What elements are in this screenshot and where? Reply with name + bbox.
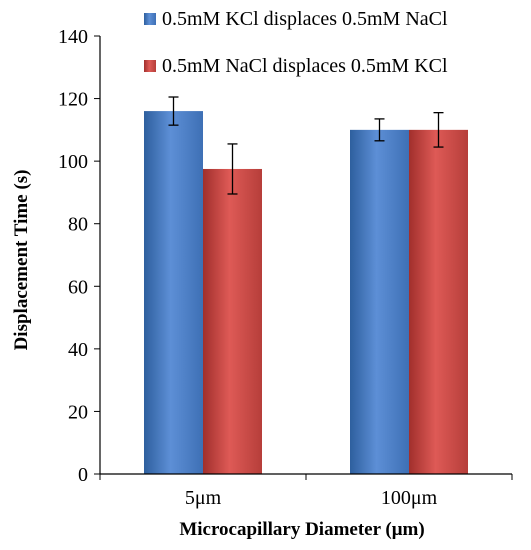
y-tick-label: 60 [68,276,88,298]
y-tick-label: 0 [78,464,88,486]
ticks-layer: 5μm 100μm 0 20 40 60 80 100 120 140 [58,26,438,509]
x-tick-label: 100μm [381,487,438,509]
y-tick-label: 80 [68,214,88,236]
legend: 0.5mM KCl displaces 0.5mM NaCl 0.5mM NaC… [144,8,448,77]
y-tick-label: 40 [68,339,88,361]
legend-label: 0.5mM NaCl displaces 0.5mM KCl [162,55,448,77]
legend-item: 0.5mM NaCl displaces 0.5mM KCl [144,55,448,77]
y-axis-title: Displacement Time (s) [11,170,32,351]
error-bar [433,112,444,148]
y-tick-label: 140 [58,26,88,48]
y-tick-label: 120 [58,89,88,111]
legend-label: 0.5mM KCl displaces 0.5mM NaCl [162,8,448,30]
axes-layer [94,35,513,480]
bar-kcl-displaces-nacl [144,111,203,474]
y-tick-label: 20 [68,401,88,423]
legend-swatch [144,60,156,72]
legend-swatch [144,13,156,25]
bar-kcl-displaces-nacl [350,129,409,474]
x-axis-title: Microcapillary Diameter (μm) [179,519,424,540]
legend-item: 0.5mM KCl displaces 0.5mM NaCl [144,8,448,30]
bars-layer [144,96,468,474]
error-bar [227,143,238,195]
x-tick-label: 5μm [185,487,222,509]
y-tick-label: 100 [58,151,88,173]
error-bar [374,118,385,142]
bar-nacl-displaces-kcl [409,129,468,474]
bar-nacl-displaces-kcl [203,168,262,474]
error-bar [168,96,179,126]
